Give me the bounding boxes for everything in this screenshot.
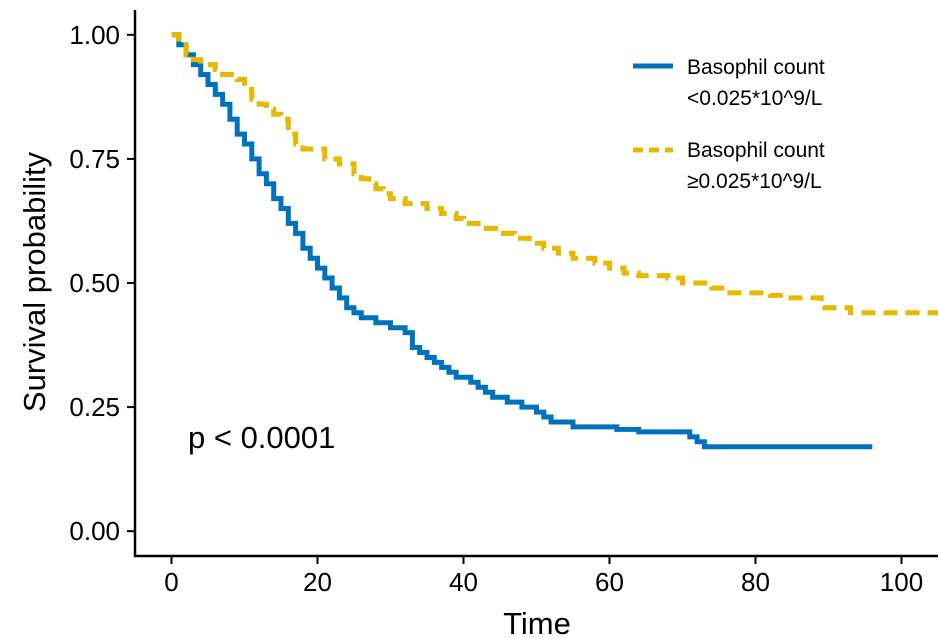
y-tick-label: 0.00 [69, 516, 120, 546]
legend-label-low-line1: Basophil count [687, 56, 825, 79]
legend-label-low-line2: <0.025*10^9/L [687, 87, 822, 110]
survival-curve-high-basophil [171, 32, 938, 316]
y-tick-label: 0.25 [69, 392, 120, 422]
series-layer [171, 32, 938, 450]
y-tick-label: 0.75 [69, 144, 120, 174]
legend-label-high-line1: Basophil count [687, 139, 825, 162]
x-tick-label: 0 [164, 567, 178, 597]
survival-curve-low-basophil [171, 32, 873, 450]
legend: Basophil count <0.025*10^9/L Basophil co… [633, 56, 825, 193]
y-axis-title: Survival probability [17, 151, 52, 412]
p-value-annotation: p < 0.0001 [188, 420, 335, 455]
x-tick-label: 20 [303, 567, 332, 597]
y-tick-label: 0.50 [69, 268, 120, 298]
x-tick-label: 40 [449, 567, 478, 597]
x-axis: 0 20 40 60 80 100 [134, 554, 938, 597]
x-tick-label: 80 [741, 567, 770, 597]
x-tick-label: 60 [595, 567, 624, 597]
x-axis-title: Time [503, 606, 571, 639]
y-tick-label: 1.00 [69, 20, 120, 50]
legend-label-high-line2: ≥0.025*10^9/L [687, 170, 822, 193]
x-tick-label: 100 [880, 567, 923, 597]
y-axis: 0.00 0.25 0.50 0.75 1.00 [69, 10, 137, 557]
